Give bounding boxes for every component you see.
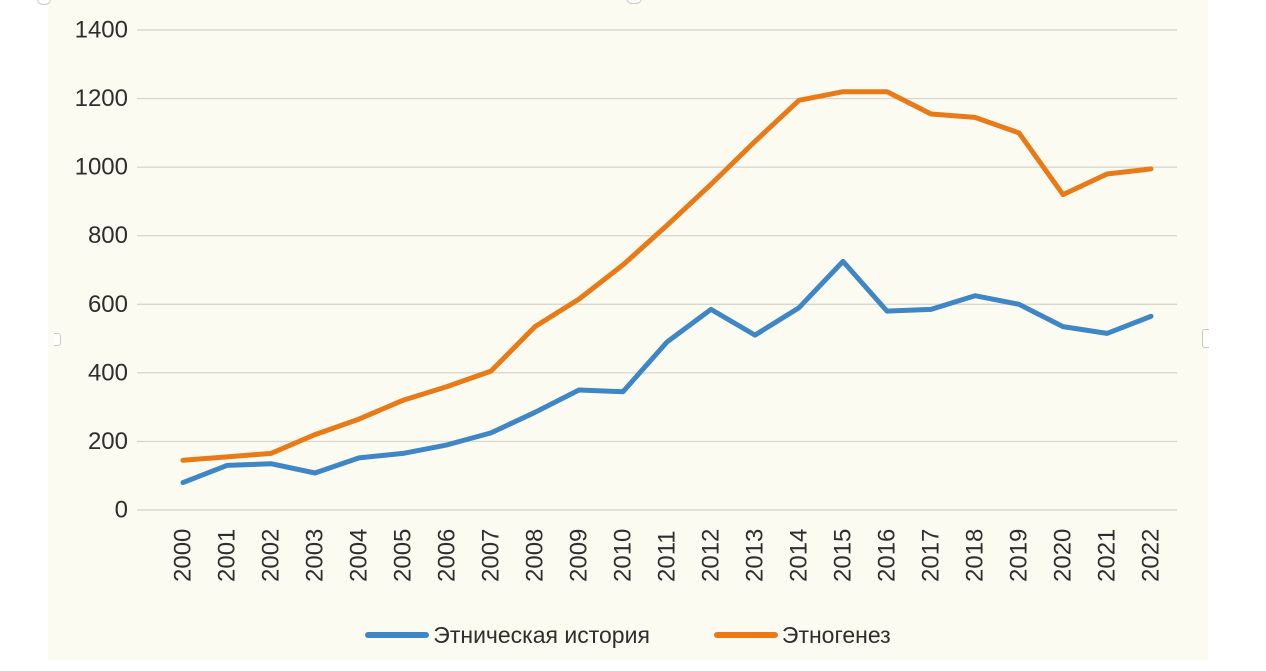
y-tick-label: 1400: [75, 17, 128, 44]
series-line-1[interactable]: [180, 89, 1154, 463]
x-tick-label: 2019: [1006, 529, 1033, 582]
x-tick-label: 2009: [566, 529, 593, 582]
x-tick-label: 2022: [1138, 529, 1165, 582]
legend-item-0[interactable]: Этническая история: [365, 622, 650, 649]
x-tick-label: 2011: [654, 530, 681, 582]
x-tick-label: 2017: [918, 529, 945, 582]
x-tick-label: 2004: [346, 529, 373, 582]
y-tick-label: 800: [88, 222, 128, 249]
line-chart: 0 200 400 600 800 1000 1200 1400 2000 2001 2002 200…: [48, 0, 1208, 660]
legend-line-swatch-icon: [713, 632, 778, 638]
x-tick-label: 2012: [698, 529, 725, 582]
x-tick-label: 2015: [830, 529, 857, 582]
selection-handle-right-middle-icon[interactable]: [1202, 329, 1209, 348]
legend-label: Этническая история: [433, 621, 650, 648]
legend-line-swatch-icon: [365, 632, 430, 638]
x-tick-label: 2013: [742, 529, 769, 582]
chart-legend: Этническая история Этногенез: [48, 618, 1208, 652]
y-tick-label: 1200: [75, 85, 128, 112]
y-tick-label: 1000: [75, 154, 128, 181]
y-tick-label: 400: [88, 359, 128, 386]
legend-label: Этногенез: [781, 621, 891, 648]
y-tick-label: 600: [88, 291, 128, 318]
x-tick-label: 2008: [522, 529, 549, 582]
x-tick-label: 2002: [258, 529, 285, 582]
x-tick-label: 2000: [170, 529, 197, 582]
x-tick-label: 2014: [786, 529, 813, 582]
chart-plot-background: [48, 0, 1208, 660]
y-tick-label: 0: [115, 497, 128, 524]
chart-object[interactable]: 0 200 400 600 800 1000 1200 1400 2000 2001 2002 200…: [48, 0, 1208, 660]
series-line-0[interactable]: [180, 258, 1154, 486]
x-tick-label: 2018: [962, 529, 989, 582]
x-tick-label: 2010: [610, 529, 637, 582]
x-tick-label: 2006: [434, 529, 461, 582]
x-tick-label: 2005: [390, 529, 417, 582]
x-tick-label: 2001: [214, 529, 241, 582]
selection-handle-left-middle-icon[interactable]: [54, 333, 61, 346]
x-tick-label: 2016: [874, 529, 901, 582]
x-tick-label: 2021: [1094, 529, 1121, 582]
legend-item-1[interactable]: Этногенез: [713, 621, 891, 649]
x-tick-label: 2007: [478, 529, 505, 582]
x-tick-label: 2020: [1050, 529, 1077, 582]
x-tick-label: 2003: [302, 529, 329, 582]
y-tick-label: 200: [88, 428, 128, 455]
